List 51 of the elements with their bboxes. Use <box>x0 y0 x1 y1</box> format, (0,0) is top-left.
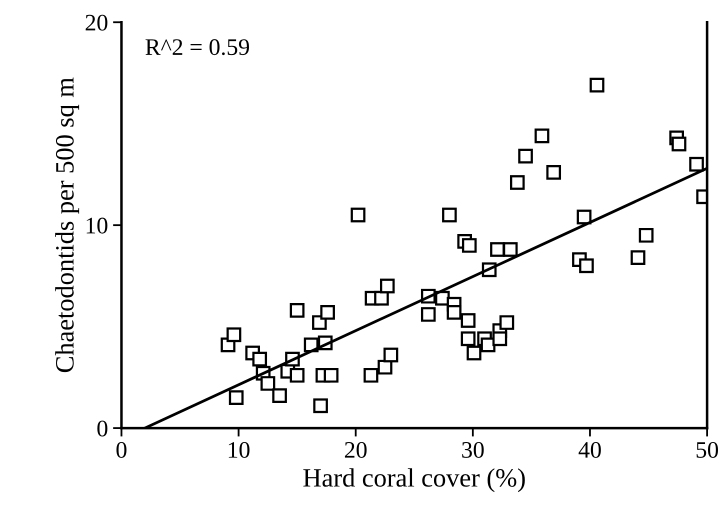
x-axis-title: Hard coral cover (%) <box>303 468 525 492</box>
y-axis-title: Chaetodontids per 500 sq m <box>55 78 80 372</box>
annotation: R^2 = 0.59 <box>146 39 249 56</box>
point <box>324 368 338 383</box>
point <box>460 331 476 346</box>
point <box>466 346 482 360</box>
point <box>672 136 686 152</box>
x-tick-label: 20 <box>344 442 367 458</box>
point <box>252 352 268 366</box>
point <box>350 208 366 222</box>
point <box>462 238 477 253</box>
point <box>380 278 395 294</box>
x-tick-label: 50 <box>696 442 718 458</box>
point <box>320 305 335 320</box>
point <box>378 360 392 375</box>
point <box>576 210 592 224</box>
x-tick-label: 40 <box>578 442 601 458</box>
point <box>260 376 276 391</box>
point <box>290 368 305 383</box>
point <box>460 313 476 328</box>
point <box>442 208 457 222</box>
point <box>518 148 533 164</box>
point <box>499 315 514 330</box>
point <box>689 156 704 172</box>
point <box>502 242 518 257</box>
point <box>313 398 328 414</box>
point <box>510 175 525 190</box>
point <box>492 331 508 346</box>
y-tick-label: 10 <box>86 218 108 234</box>
point <box>630 250 646 265</box>
point <box>446 305 462 320</box>
point <box>272 388 287 403</box>
y-tick-label: 20 <box>86 14 108 31</box>
point <box>226 327 242 342</box>
point <box>364 368 378 383</box>
point <box>546 165 562 180</box>
point <box>579 258 594 274</box>
point <box>383 348 398 362</box>
point <box>374 290 389 306</box>
point <box>480 338 496 352</box>
y-tick-label: 0 <box>97 420 108 436</box>
point <box>638 228 654 243</box>
point <box>290 303 305 318</box>
point <box>534 128 550 144</box>
point <box>228 390 244 405</box>
x-tick-label: 0 <box>116 442 126 458</box>
x-tick-label: 30 <box>462 442 484 458</box>
x-tick-label: 10 <box>228 442 250 458</box>
point <box>490 242 505 257</box>
point <box>590 78 604 92</box>
point <box>420 307 436 322</box>
